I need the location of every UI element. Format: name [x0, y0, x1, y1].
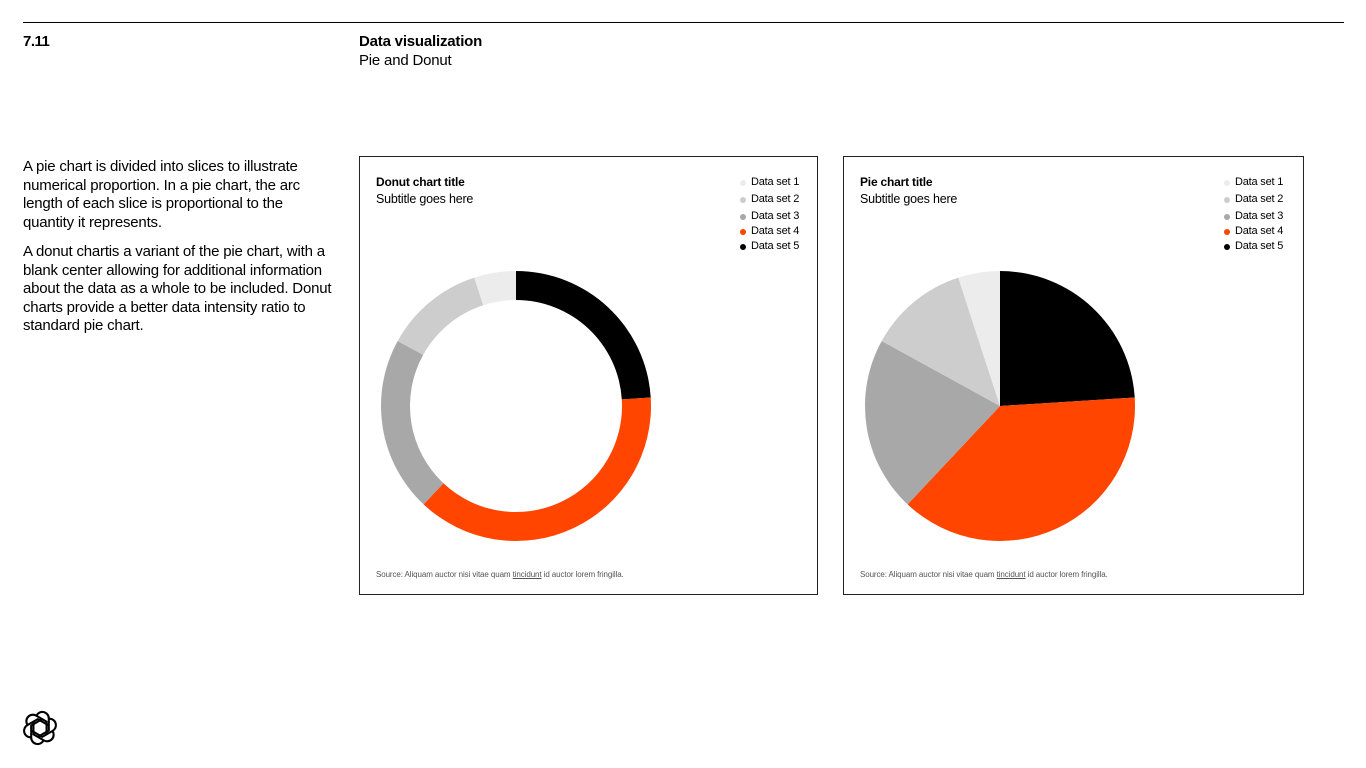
legend-dot-icon	[740, 196, 746, 203]
section-number: 7.11	[23, 33, 50, 50]
pie-chart-panel: Pie chart title Subtitle goes here Data …	[843, 156, 1304, 595]
legend-label: Data set 5	[1235, 240, 1284, 252]
intro-text: A pie chart is divided into slices to il…	[23, 158, 333, 347]
legend-item: Data set 1	[740, 175, 799, 190]
donut-chart-panel: Donut chart title Subtitle goes here Dat…	[359, 156, 818, 595]
slice-data-set-5	[516, 271, 651, 400]
chart-source: Source: Aliquam auctor nisi vitae quam t…	[376, 570, 624, 579]
legend-item: Data set 4	[740, 224, 799, 239]
chart-legend: Data set 1 Data set 2 Data set 3 Data se…	[1224, 175, 1283, 254]
legend-item: Data set 4	[1224, 224, 1283, 239]
openai-logo-icon	[23, 710, 57, 746]
legend-label: Data set 1	[751, 176, 800, 188]
legend-dot-icon	[1224, 179, 1230, 186]
source-text-end: id auctor lorem fringilla.	[1025, 570, 1108, 579]
legend-label: Data set 4	[751, 225, 800, 237]
top-divider	[23, 22, 1344, 23]
source-text: Source: Aliquam auctor nisi vitae quam	[860, 570, 997, 579]
legend-item: Data set 3	[740, 209, 799, 224]
source-link[interactable]: tincidunt	[512, 570, 542, 579]
legend-dot-icon	[740, 213, 746, 220]
legend-dot-icon	[1224, 196, 1230, 203]
legend-label: Data set 3	[1235, 210, 1284, 222]
legend-label: Data set 3	[751, 210, 800, 222]
page-subtitle: Pie and Donut	[359, 52, 452, 69]
legend-label: Data set 2	[1235, 193, 1284, 205]
legend-label: Data set 1	[1235, 176, 1284, 188]
legend-dot-icon	[1224, 228, 1230, 235]
legend-item: Data set 2	[740, 192, 799, 207]
legend-item: Data set 5	[1224, 239, 1283, 254]
pie-chart	[865, 271, 1135, 542]
legend-dot-icon	[1224, 243, 1230, 250]
legend-label: Data set 5	[751, 240, 800, 252]
source-link[interactable]: tincidunt	[996, 570, 1026, 579]
slice-data-set-4	[907, 397, 1135, 542]
slice-data-set-5	[1000, 271, 1135, 406]
slice-data-set-1	[474, 271, 516, 306]
legend-item: Data set 1	[1224, 175, 1283, 190]
legend-item: Data set 3	[1224, 209, 1283, 224]
chart-source: Source: Aliquam auctor nisi vitae quam t…	[860, 570, 1108, 579]
chart-title: Pie chart title	[860, 175, 933, 189]
slice-data-set-2	[881, 277, 1000, 406]
source-text-end: id auctor lorem fringilla.	[541, 570, 624, 579]
page-title: Data visualization	[359, 33, 483, 50]
legend-label: Data set 2	[751, 193, 800, 205]
legend-dot-icon	[740, 228, 746, 235]
donut-chart	[381, 271, 651, 542]
legend-dot-icon	[740, 179, 746, 186]
legend-label: Data set 4	[1235, 225, 1284, 237]
legend-dot-icon	[1224, 213, 1230, 220]
slice-data-set-2	[397, 277, 484, 355]
chart-title: Donut chart title	[376, 175, 465, 189]
chart-subtitle: Subtitle goes here	[860, 192, 958, 206]
source-text: Source: Aliquam auctor nisi vitae quam	[376, 570, 513, 579]
chart-legend: Data set 1 Data set 2 Data set 3 Data se…	[740, 175, 799, 254]
intro-paragraph-2: A donut chartis a variant of the pie cha…	[23, 243, 332, 334]
legend-dot-icon	[740, 243, 746, 250]
slice-data-set-3	[865, 340, 1000, 505]
chart-subtitle: Subtitle goes here	[376, 192, 474, 206]
legend-item: Data set 5	[740, 239, 799, 254]
intro-paragraph-1: A pie chart is divided into slices to il…	[23, 158, 300, 231]
slice-data-set-3	[381, 340, 444, 505]
legend-item: Data set 2	[1224, 192, 1283, 207]
slice-data-set-4	[423, 397, 651, 542]
slice-data-set-1	[958, 271, 1000, 406]
